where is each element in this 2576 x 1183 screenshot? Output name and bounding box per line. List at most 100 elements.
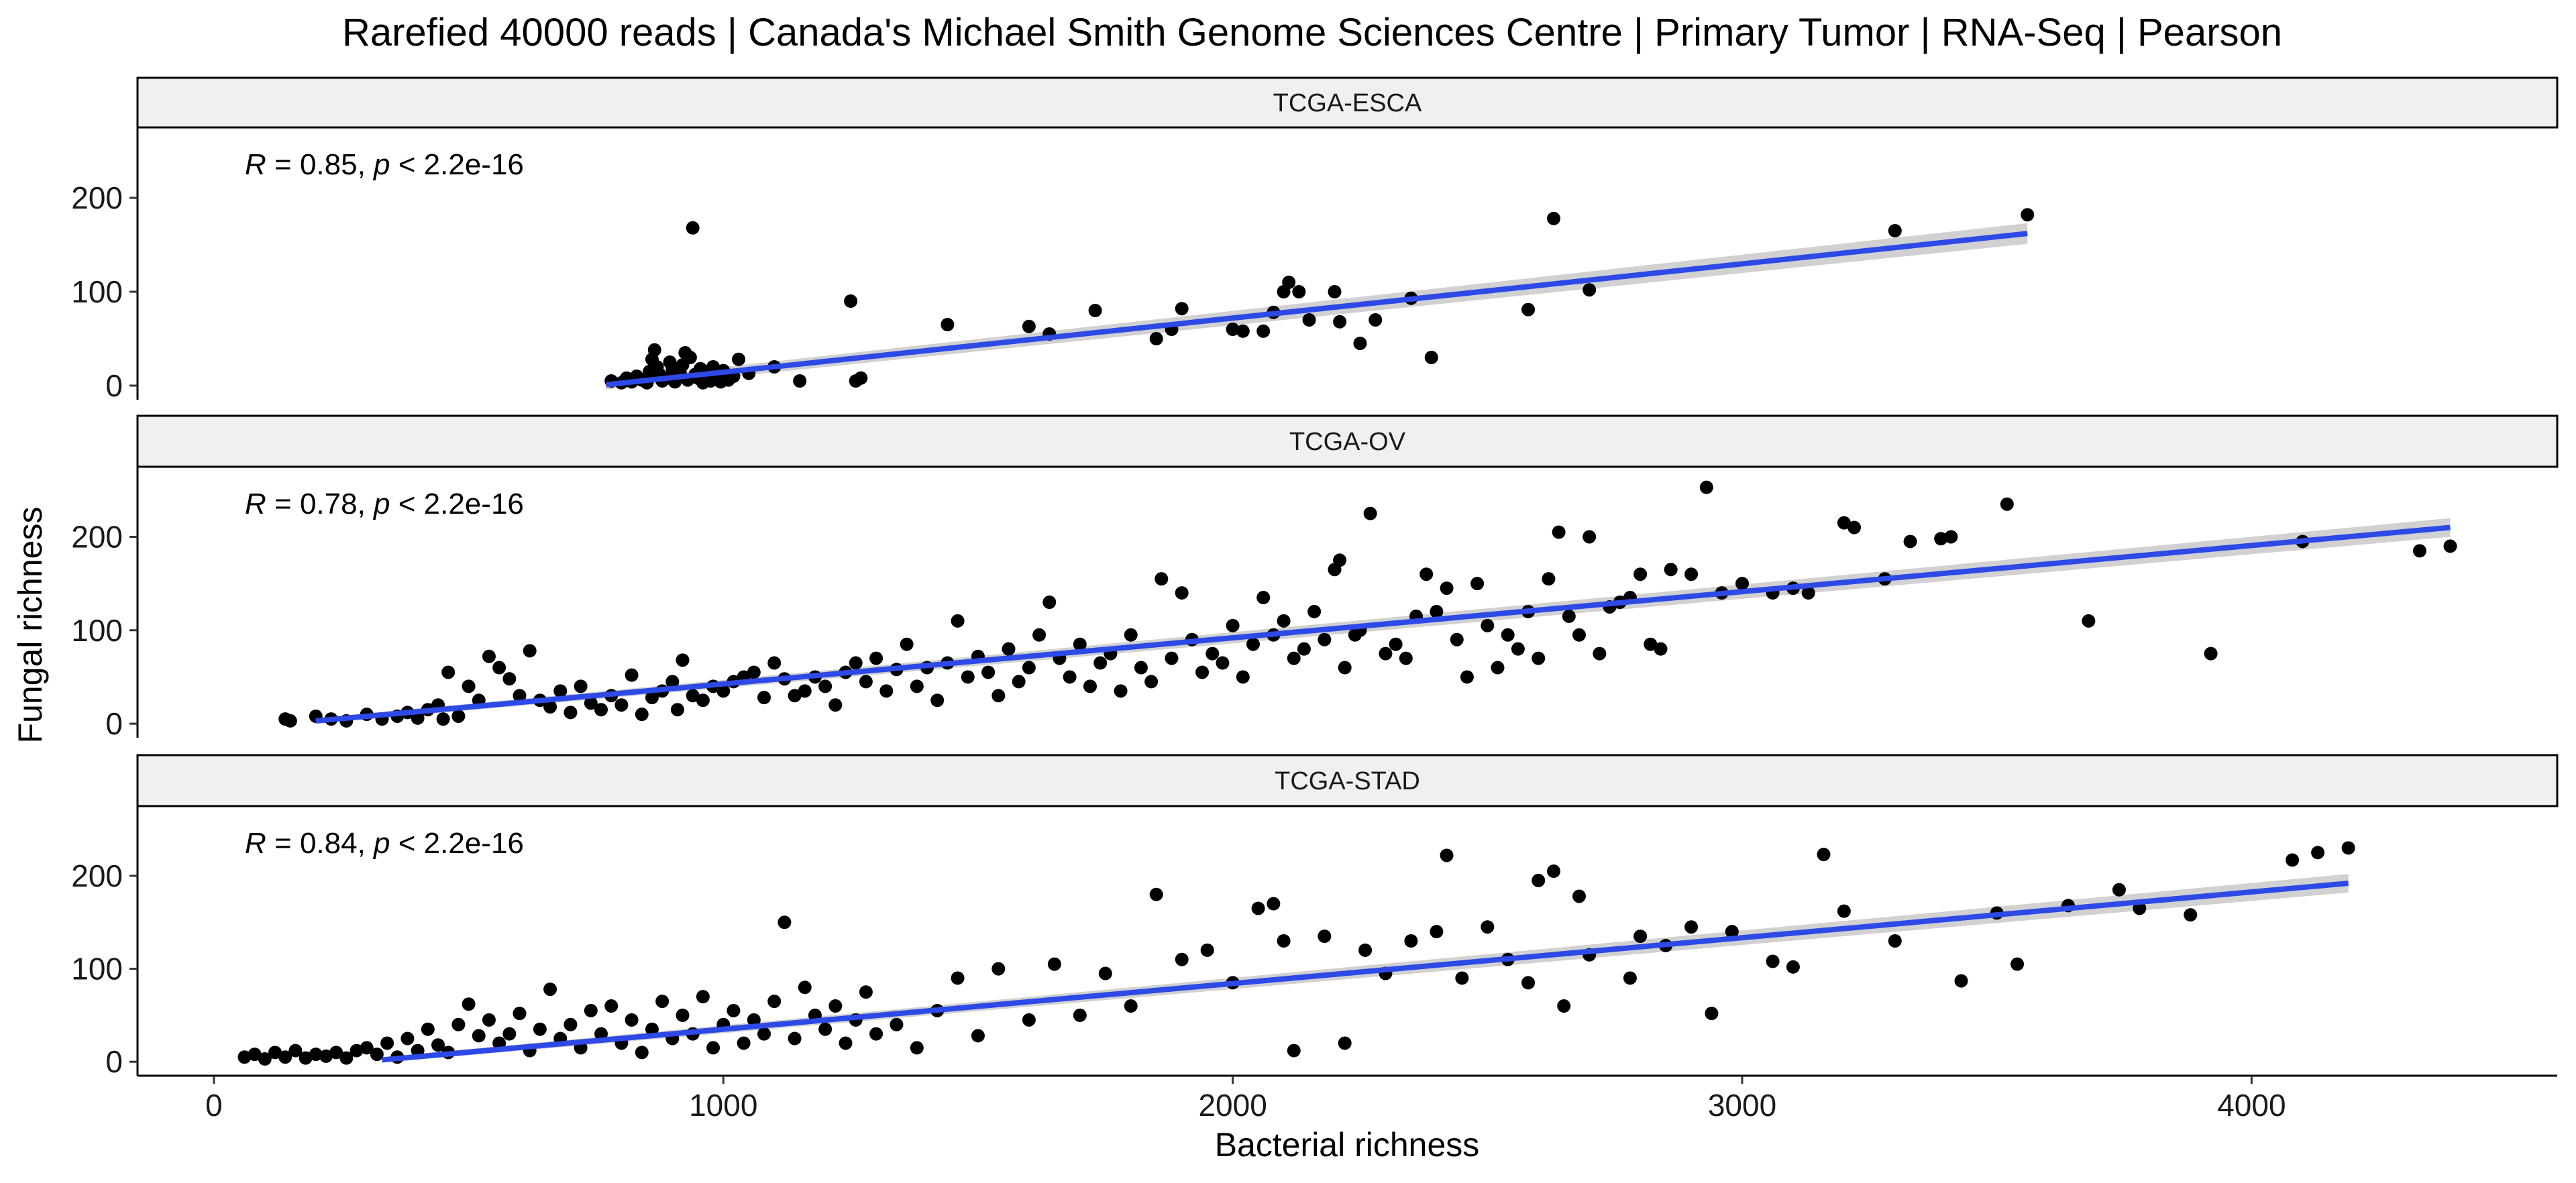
data-point bbox=[706, 1041, 720, 1055]
data-point bbox=[319, 1049, 333, 1063]
data-point bbox=[1175, 302, 1189, 316]
data-point bbox=[1302, 313, 1316, 327]
data-point bbox=[2204, 646, 2218, 661]
annotation-part: , bbox=[358, 148, 374, 181]
data-point bbox=[696, 693, 710, 708]
annotation-part: < bbox=[390, 827, 424, 860]
data-point bbox=[1267, 897, 1281, 911]
data-point bbox=[1944, 530, 1958, 544]
data-point bbox=[1297, 642, 1311, 656]
annotation-part: 2.2e-16 bbox=[424, 148, 524, 181]
data-point bbox=[1562, 609, 1576, 623]
x-axis: 0 1000 2000 3000 4000 bbox=[138, 1074, 2557, 1123]
data-point bbox=[1379, 646, 1393, 661]
data-point bbox=[502, 672, 517, 686]
data-point bbox=[2021, 208, 2035, 222]
data-point bbox=[2000, 497, 2014, 511]
annotation-part: R bbox=[245, 148, 266, 181]
data-point bbox=[1205, 646, 1220, 661]
y-tick-label: 0 bbox=[105, 1044, 123, 1079]
data-point bbox=[2341, 841, 2355, 855]
data-point bbox=[309, 1048, 323, 1062]
data-point bbox=[339, 1051, 354, 1065]
scatter-points bbox=[278, 480, 2457, 728]
data-point bbox=[1419, 567, 1434, 581]
regression-line bbox=[606, 231, 2028, 388]
data-point bbox=[2311, 846, 2325, 860]
data-point bbox=[1318, 632, 1332, 646]
data-point bbox=[1251, 901, 1265, 915]
annotation-part: 0.85 bbox=[300, 148, 358, 181]
data-point bbox=[1307, 604, 1322, 618]
data-point bbox=[1328, 285, 1342, 298]
facet-strip bbox=[136, 414, 2559, 468]
data-point bbox=[1705, 1007, 1719, 1021]
data-point bbox=[1847, 520, 1862, 534]
data-point bbox=[1430, 604, 1444, 618]
data-point bbox=[788, 1031, 802, 1046]
data-point bbox=[1557, 999, 1571, 1013]
data-point bbox=[1786, 960, 1800, 974]
data-point bbox=[329, 1046, 343, 1060]
facet-panel: TCGA-STAD 0 100 200 R = 0.84, p < 2.2e-16 bbox=[71, 754, 2559, 1079]
annotation-part: 0.84 bbox=[300, 827, 358, 860]
data-point bbox=[645, 691, 659, 705]
data-point bbox=[1353, 337, 1367, 350]
annotation-part: 2.2e-16 bbox=[424, 827, 524, 860]
data-point bbox=[1358, 943, 1373, 957]
data-point bbox=[248, 1048, 262, 1062]
data-point bbox=[370, 1048, 384, 1062]
data-point bbox=[1481, 920, 1495, 934]
data-point bbox=[360, 1041, 374, 1055]
data-point bbox=[482, 1013, 496, 1027]
x-tick-label: 2000 bbox=[1198, 1088, 1267, 1123]
data-point bbox=[1200, 943, 1214, 957]
data-point bbox=[1430, 925, 1444, 939]
data-point bbox=[879, 684, 894, 698]
data-point bbox=[1654, 642, 1668, 656]
data-point bbox=[584, 696, 598, 710]
data-point bbox=[655, 995, 669, 1009]
data-point bbox=[1287, 651, 1301, 665]
data-point bbox=[513, 1007, 527, 1021]
data-point bbox=[1032, 628, 1046, 642]
data-point bbox=[767, 995, 782, 1009]
data-point bbox=[1093, 656, 1108, 670]
data-point bbox=[793, 374, 807, 388]
data-point bbox=[584, 1003, 598, 1017]
data-point bbox=[737, 1036, 751, 1050]
data-point bbox=[635, 708, 649, 722]
data-point bbox=[441, 665, 455, 679]
data-point bbox=[1155, 572, 1169, 586]
y-tick-label: 0 bbox=[105, 368, 123, 403]
data-point bbox=[1954, 974, 1968, 988]
data-point bbox=[859, 985, 873, 999]
data-point bbox=[1460, 670, 1474, 684]
annotation-part: p bbox=[372, 827, 390, 860]
data-point bbox=[1246, 637, 1260, 651]
data-point bbox=[647, 343, 661, 357]
data-point bbox=[757, 691, 771, 705]
data-point bbox=[1175, 952, 1189, 966]
data-point bbox=[981, 665, 996, 679]
data-point bbox=[991, 962, 1006, 976]
data-point bbox=[961, 670, 975, 684]
data-point bbox=[1684, 567, 1699, 581]
annotation-part: p bbox=[372, 488, 390, 520]
data-point bbox=[839, 1036, 853, 1050]
y-axis-title: Fungal richness bbox=[11, 507, 49, 744]
data-point bbox=[767, 656, 782, 670]
data-point bbox=[1256, 324, 1271, 338]
annotation-part: < bbox=[390, 488, 424, 520]
data-point bbox=[564, 1017, 578, 1031]
data-point bbox=[670, 703, 684, 717]
data-point bbox=[1338, 1036, 1352, 1050]
data-point bbox=[625, 1013, 639, 1027]
data-point bbox=[1501, 628, 1515, 642]
annotation-part: , bbox=[358, 827, 374, 860]
data-point bbox=[869, 651, 883, 665]
data-point bbox=[1165, 651, 1179, 665]
data-point bbox=[1547, 864, 1561, 879]
data-point bbox=[818, 1022, 833, 1036]
